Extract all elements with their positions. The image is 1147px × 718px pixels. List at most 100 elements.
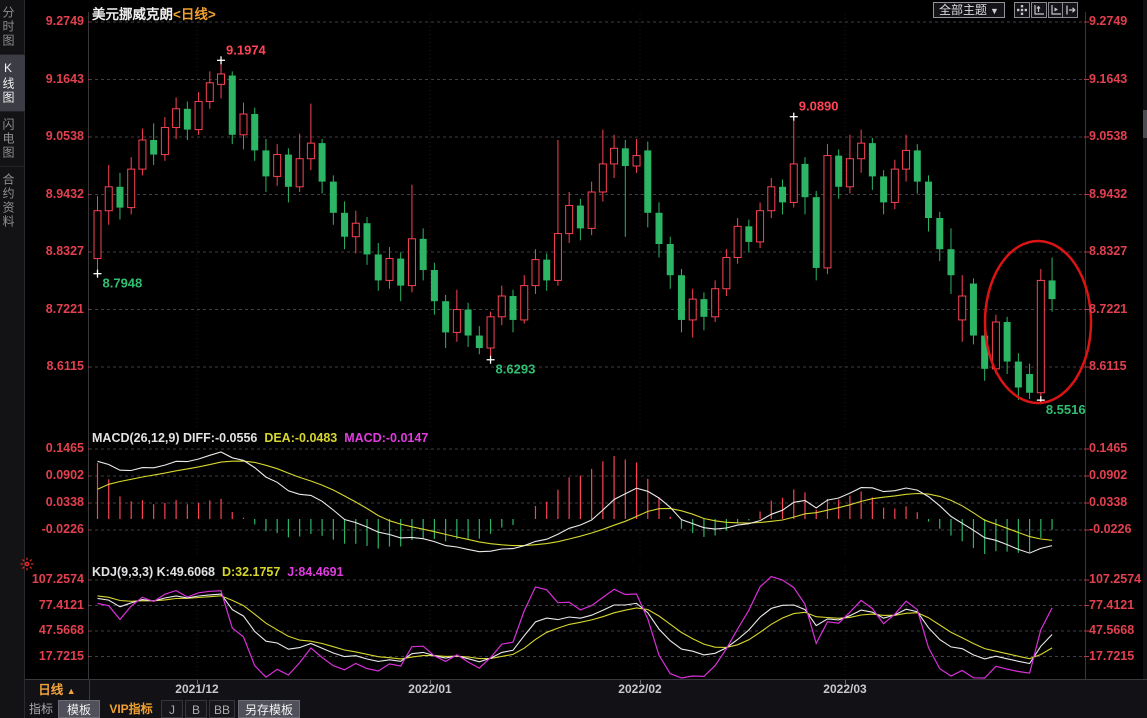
date-label: 2022/01	[408, 682, 452, 696]
candle	[239, 102, 248, 150]
candle	[351, 210, 360, 254]
y-axis-label: 0.0338	[45, 495, 84, 509]
candle	[194, 92, 203, 135]
price-annotation: 8.5516	[1046, 402, 1086, 417]
y-axis-label: 107.2574	[31, 572, 84, 586]
axis-zoom-icon[interactable]	[1031, 2, 1047, 18]
candle	[318, 138, 326, 194]
kdj-d-value: D:32.1757	[221, 565, 281, 579]
candle	[835, 149, 843, 199]
sidebar-tab-lightning[interactable]: 闪电图	[0, 111, 25, 166]
kdj-params-label: KDJ(9,3,3)	[92, 565, 154, 579]
y-axis-label: -0.0226	[41, 522, 84, 536]
y-axis-label: 17.7215	[1089, 648, 1135, 663]
candle	[958, 275, 967, 342]
candle	[543, 253, 551, 291]
y-axis-label: 77.4121	[38, 597, 84, 612]
toolbar-item-j[interactable]: J	[161, 700, 183, 718]
y-axis-label: 47.5668	[1089, 623, 1135, 637]
y-axis-label: 9.0538	[45, 129, 84, 143]
candle	[890, 159, 899, 210]
candle	[262, 138, 270, 193]
y-axis-label: 9.0538	[1089, 129, 1128, 143]
candle	[397, 252, 405, 302]
toolbar-item-save-template[interactable]: 另存模板	[238, 700, 300, 718]
annotation-ellipse	[983, 239, 1093, 405]
candle	[341, 201, 349, 250]
dea-line	[97, 460, 1053, 547]
candle	[598, 129, 607, 202]
macd-histogram	[96, 456, 1053, 554]
y-axis-label: -0.0226	[1089, 522, 1132, 536]
y-axis-label: 9.1643	[1089, 71, 1128, 86]
candle	[295, 133, 304, 193]
y-axis-label: 9.2749	[45, 14, 84, 28]
toolbar-item-bb[interactable]: BB	[209, 700, 235, 718]
candle	[385, 247, 394, 289]
candle	[205, 71, 214, 109]
sidebar-tab-timeshare[interactable]: 分时图	[1, 6, 15, 48]
candle	[576, 198, 584, 241]
crosshair-icon[interactable]	[1014, 2, 1030, 18]
plot-right-border	[1085, 12, 1086, 679]
candle	[587, 181, 596, 236]
candle	[486, 311, 495, 358]
candle	[857, 129, 866, 173]
indicator-toolbar: 指标 模板 VIP指标 J B BB 另存模板	[25, 700, 1147, 718]
price-annotation: 8.7948	[103, 276, 143, 291]
alert-icon[interactable]	[19, 556, 35, 572]
y-axis-label: 107.2574	[1089, 572, 1142, 586]
macd-header: MACD(26,12,9) DIFF:-0.0556 DEA:-0.0483 M…	[92, 431, 428, 445]
candle	[363, 216, 371, 265]
chevron-up-icon: ▲	[66, 686, 76, 696]
period-tag: <日线>	[173, 7, 216, 22]
candle	[801, 157, 809, 215]
candle	[150, 123, 158, 165]
date-label: 2021/12	[175, 682, 219, 696]
symbol-name: 美元挪威克朗	[92, 7, 173, 22]
toolbar-item-vip-indicator[interactable]: VIP指标	[109, 702, 153, 716]
y-axis-label: 8.9432	[1089, 186, 1128, 201]
candle	[509, 289, 517, 333]
candle	[880, 170, 888, 215]
scrollbar-thumb[interactable]	[1143, 110, 1147, 138]
candle	[306, 103, 315, 171]
candle	[969, 278, 977, 345]
candle	[183, 101, 191, 140]
y-axis-label: 0.0902	[1089, 468, 1128, 482]
macd-diff-value: DIFF:-0.0556	[183, 431, 258, 445]
macd-params-label: MACD(26,12,9)	[92, 431, 180, 445]
candle	[160, 117, 169, 161]
candle	[902, 134, 911, 182]
sidebar-tab-contract-info[interactable]: 合约资料	[0, 166, 25, 235]
theme-dropdown[interactable]: 全部主题 ▼	[933, 2, 1005, 18]
price-annotation: 8.6293	[496, 362, 536, 377]
toolbar-item-indicator[interactable]: 指标	[28, 702, 53, 716]
candle	[284, 148, 292, 203]
candle	[868, 137, 876, 190]
sidebar-tab-kline[interactable]: K线图	[0, 54, 25, 111]
toolbar-item-b[interactable]: B	[185, 700, 207, 718]
date-tick	[845, 680, 846, 684]
plot-left-border	[88, 12, 89, 679]
theme-dropdown-label: 全部主题	[939, 3, 988, 17]
y-axis-label: 8.6115	[46, 359, 84, 373]
collapse-panel-icon[interactable]	[1062, 2, 1078, 18]
candle	[991, 314, 1000, 375]
period-selector-button[interactable]: 日线 ▲	[25, 680, 90, 700]
candle	[172, 97, 181, 139]
candle	[936, 211, 944, 262]
toolbar-item-template[interactable]: 模板	[58, 700, 100, 718]
scrollbar	[1143, 0, 1147, 679]
candle	[722, 249, 731, 297]
candle	[688, 288, 697, 338]
candle	[812, 190, 820, 281]
candle	[666, 236, 674, 289]
candle	[767, 177, 776, 219]
candle	[475, 326, 483, 355]
y-axis-label: 0.1465	[1089, 441, 1128, 455]
y-axis-label: 47.5668	[38, 623, 84, 637]
y-axis-label: 17.7215	[38, 648, 84, 663]
candle	[497, 285, 506, 326]
candle	[452, 289, 461, 342]
